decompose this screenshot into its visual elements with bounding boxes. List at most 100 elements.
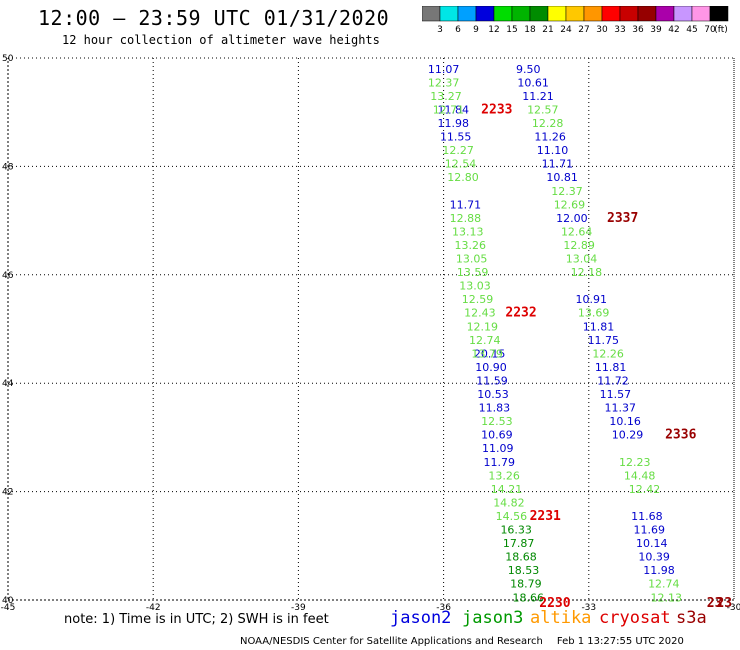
colorbar-tick-label: 6 [455,25,461,35]
pass-time-annotation: 23 [707,596,723,611]
swh-data-point: 12.28 [532,117,564,130]
swh-data-point: 12.13 [650,591,682,604]
x-tick-label: -45 [1,603,16,613]
swh-data-point: 13.05 [456,253,488,266]
swh-data-point: 14.56 [496,510,528,523]
swh-data-point: 18.53 [508,564,540,577]
y-tick-label: 40 [2,596,14,606]
swh-data-point: 10.39 [638,551,670,564]
swh-data-point: 11.57 [600,388,632,401]
swh-data-point: 10.90 [475,361,507,374]
y-tick-label: 44 [2,379,14,389]
swh-data-point: 14.82 [493,496,525,509]
swh-data-point: 12.69 [554,198,586,211]
y-tick-label: 42 [2,488,13,498]
colorbar-tick-label: 24 [560,25,572,35]
footer-org: NOAA/NESDIS Center for Satellite Applica… [240,636,543,647]
swh-data-point: 18.68 [505,551,537,564]
colorbar-tick-label: 12 [488,25,499,35]
swh-data-point: 12.26 [592,347,624,360]
units-note: note: 1) Time is in UTC; 2) SWH is in fe… [64,612,329,627]
x-tick-label: -36 [436,603,451,613]
swh-data-point: 11.68 [631,510,663,523]
swh-data-point: 20.15 [474,347,506,360]
swh-data-point: 10.16 [609,415,641,428]
x-tick-label: -30 [727,603,740,613]
colorbar-tick-label: 3 [437,25,443,35]
colorbar-tick-label: 9 [473,25,479,35]
swh-data-point: 10.14 [636,537,668,550]
pass-time-annotation: 2232 [505,306,536,321]
color-scale-bar: 3 6 9 12 15 18 21 24 27 30 33 36 39 42 45 70(ft) [422,6,729,35]
swh-data-point: 11.10 [537,144,569,157]
swh-data-point: 12.43 [464,307,496,320]
swh-data-point: 13.04 [566,253,598,266]
swh-data-point: 11.71 [450,198,482,211]
colorbar-tick-label: 39 [650,25,662,35]
swh-data-point: 12.27 [442,144,474,157]
swh-data-point: 13.59 [457,266,489,279]
swh-data-point: 12.23 [619,456,651,469]
swh-data-point: 13.13 [452,225,484,238]
swh-data-point: 13.26 [488,469,520,482]
swh-data-point: 14.21 [491,483,523,496]
swh-data-point: 12.37 [551,185,583,198]
swh-data-point: 13.26 [454,239,486,252]
swh-data-point: 10.53 [477,388,509,401]
x-tick-label: -39 [291,603,306,613]
colorbar-tick-label: 70 [704,25,716,35]
y-tick-label: 48 [2,162,14,172]
swh-data-point: 11.21 [522,90,554,103]
swh-data-point: 11.26 [534,131,566,144]
swh-data-point: 11.84 [438,103,470,116]
swh-data-point: 11.75 [588,334,620,347]
colorbar-swatch [709,6,729,22]
colorbar-tick-label: 27 [578,25,589,35]
swh-data-point: 13.69 [578,307,610,320]
swh-data-point: 18.79 [510,578,542,591]
swh-data-point: 11.72 [597,374,629,387]
swh-data-point: 11.98 [643,564,675,577]
swh-data-point: 11.55 [440,131,472,144]
swh-data-point: 12.64 [561,225,593,238]
y-tick-label: 50 [2,54,14,64]
colorbar-tick-label: 36 [632,25,644,35]
swh-data-point: 12.71 [433,103,465,116]
swh-data-point: 11.81 [595,361,627,374]
swh-data-point: 12.42 [629,483,661,496]
colorbar-tick-label: 45 [686,25,697,35]
swh-data-point: 14.48 [624,469,656,482]
swh-data-point: 11.98 [438,117,470,130]
swh-data-point: 12.74 [469,334,501,347]
colorbar-tick-label: 33 [614,25,625,35]
swh-data-point: 12.74 [648,578,680,591]
colorbar-tick-label: 21 [542,25,553,35]
pass-time-annotation: 2336 [665,428,696,443]
swh-data-point: 11.81 [583,320,615,333]
colorbar-unit-label: (ft) [714,25,728,35]
legend-cryosat: cryosat [599,608,671,628]
x-tick-label: -42 [146,603,161,613]
swh-data-point: 12.18 [571,266,603,279]
swh-data-point: 11.09 [482,442,514,455]
swh-data-point: 11.79 [484,456,516,469]
swh-data-point: 10.61 [517,76,549,89]
swh-data-point: 12.00 [556,212,588,225]
colorbar-tick-label: 42 [668,25,679,35]
swh-data-point: 11.59 [476,374,508,387]
swh-data-point: 12.89 [563,239,595,252]
swh-data-point: 11.83 [479,402,511,415]
swh-data-point: 12.57 [527,103,559,116]
swh-data-point: 13.27 [430,90,462,103]
swh-data-point: 12.37 [428,76,460,89]
swh-data-point: 10.69 [481,429,513,442]
legend-s3a: s3a [676,608,707,628]
swh-data-point: 12.19 [467,320,499,333]
colorbar-tick-label: 30 [596,25,608,35]
swh-data-point: 12.80 [447,171,479,184]
swh-data-point: 10.81 [546,171,578,184]
swh-data-point: 12.59 [462,293,494,306]
footer-credit: NOAA/NESDIS Center for Satellite Applica… [240,636,684,647]
swh-data-point: 11.07 [428,63,460,76]
